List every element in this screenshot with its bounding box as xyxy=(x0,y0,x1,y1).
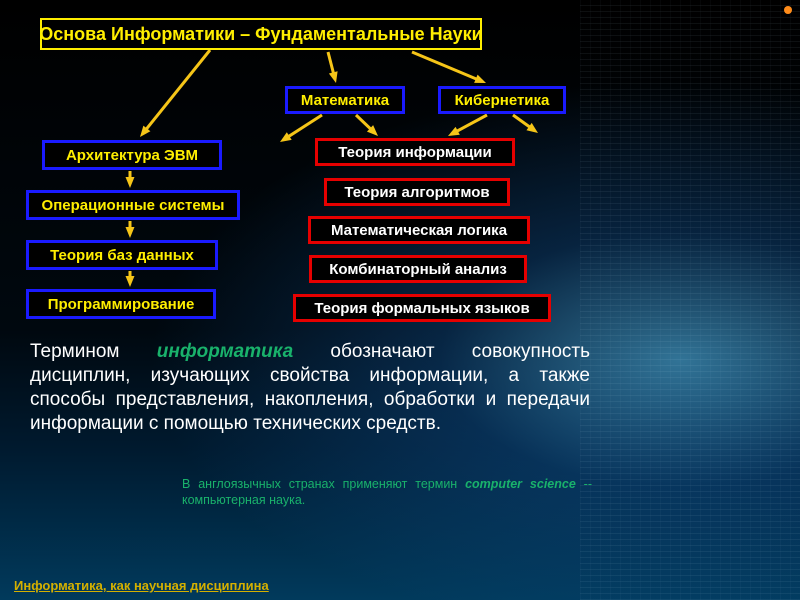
bg-texture xyxy=(580,0,800,600)
subnote: В англоязычных странах применяют термин … xyxy=(182,476,592,508)
paragraph-prefix: Термином xyxy=(30,341,157,362)
node-db: Теория баз данных xyxy=(26,240,218,270)
node-algo: Теория алгоритмов xyxy=(324,178,510,206)
node-math: Математика xyxy=(285,86,405,114)
node-arch: Архитектура ЭВМ xyxy=(42,140,222,170)
paragraph-main: Термином информатика обозначают совокупн… xyxy=(30,340,590,436)
node-prog: Программирование xyxy=(26,289,216,319)
slide-stage: Основа Информатики – Фундаментальные Нау… xyxy=(0,0,800,600)
subnote-italic: computer science xyxy=(465,477,576,491)
corner-dot xyxy=(784,6,792,14)
node-os: Операционные системы xyxy=(26,190,240,220)
subnote-prefix: В англоязычных странах применяют термин xyxy=(182,477,465,491)
node-info: Теория информации xyxy=(315,138,515,166)
paragraph-highlight: информатика xyxy=(157,341,293,362)
footer-caption: Информатика, как научная дисциплина xyxy=(14,578,269,593)
node-mlogic: Математическая логика xyxy=(308,216,530,244)
node-comb: Комбинаторный анализ xyxy=(309,255,527,283)
node-flang: Теория формальных языков xyxy=(293,294,551,322)
node-cyber: Кибернетика xyxy=(438,86,566,114)
node-title: Основа Информатики – Фундаментальные Нау… xyxy=(40,18,482,50)
